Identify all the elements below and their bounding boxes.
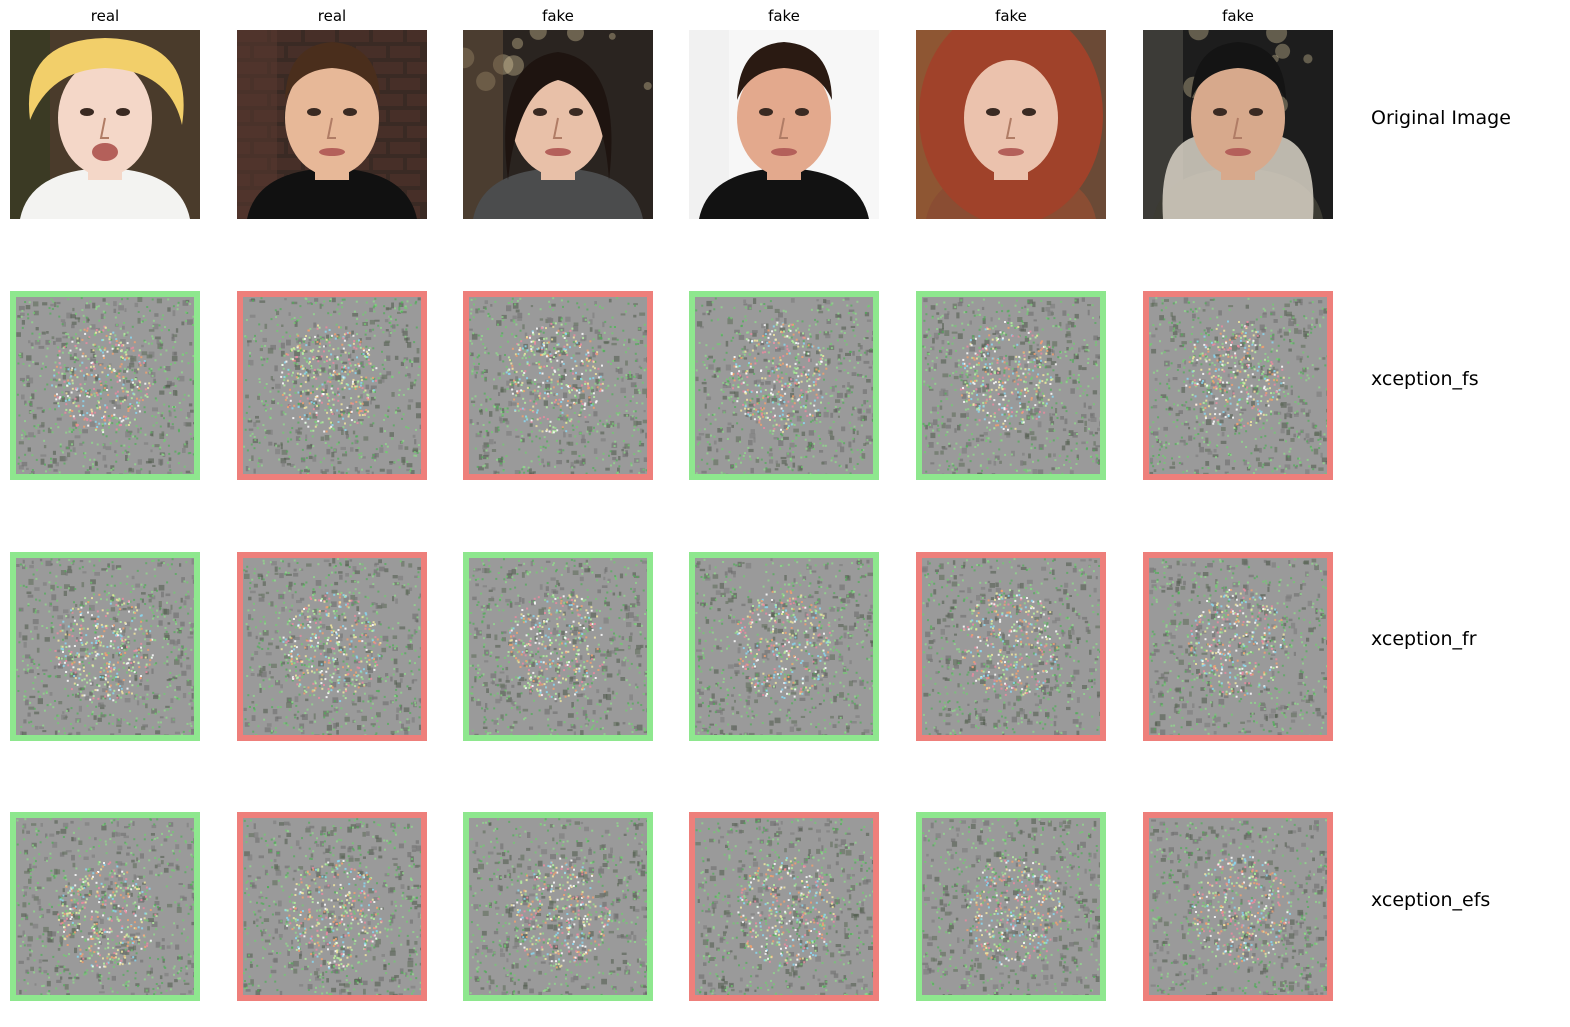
row-label-xception-fs: xception_fs [1371, 368, 1479, 390]
saliency-map-incorrect [463, 291, 653, 480]
column-label: real [90, 7, 120, 25]
saliency-map-correct [689, 552, 879, 741]
saliency-map-correct [916, 291, 1106, 480]
original-image-woman-dark-hair-face [463, 30, 653, 219]
saliency-map-correct [916, 812, 1106, 1001]
saliency-map-correct [463, 552, 653, 741]
column-label: fake [1222, 7, 1254, 25]
original-image-man-brown-hair-face [237, 30, 427, 219]
column-label: fake [768, 7, 800, 25]
original-image-woman-knit-hood-face [916, 30, 1106, 219]
saliency-map-incorrect [237, 552, 427, 741]
saliency-map-correct [10, 552, 200, 741]
original-image-man-black-jacket-face [689, 30, 879, 219]
original-image-man-parka-night-face [1143, 30, 1333, 219]
saliency-map-correct [10, 812, 200, 1001]
saliency-map-incorrect [237, 291, 427, 480]
saliency-map-correct [689, 291, 879, 480]
column-label: fake [542, 7, 574, 25]
row-label-original-image: Original Image [1371, 107, 1511, 129]
saliency-map-correct [463, 812, 653, 1001]
column-label: fake [995, 7, 1027, 25]
column-label: real [317, 7, 347, 25]
original-image-toddler-blond-face [10, 30, 200, 219]
saliency-map-correct [10, 291, 200, 480]
saliency-map-incorrect [1143, 812, 1333, 1001]
saliency-map-incorrect [689, 812, 879, 1001]
saliency-map-incorrect [1143, 291, 1333, 480]
saliency-map-incorrect [237, 812, 427, 1001]
row-label-xception-fr: xception_fr [1371, 628, 1477, 650]
saliency-map-incorrect [916, 552, 1106, 741]
saliency-map-incorrect [1143, 552, 1333, 741]
row-label-xception-efs: xception_efs [1371, 889, 1491, 911]
